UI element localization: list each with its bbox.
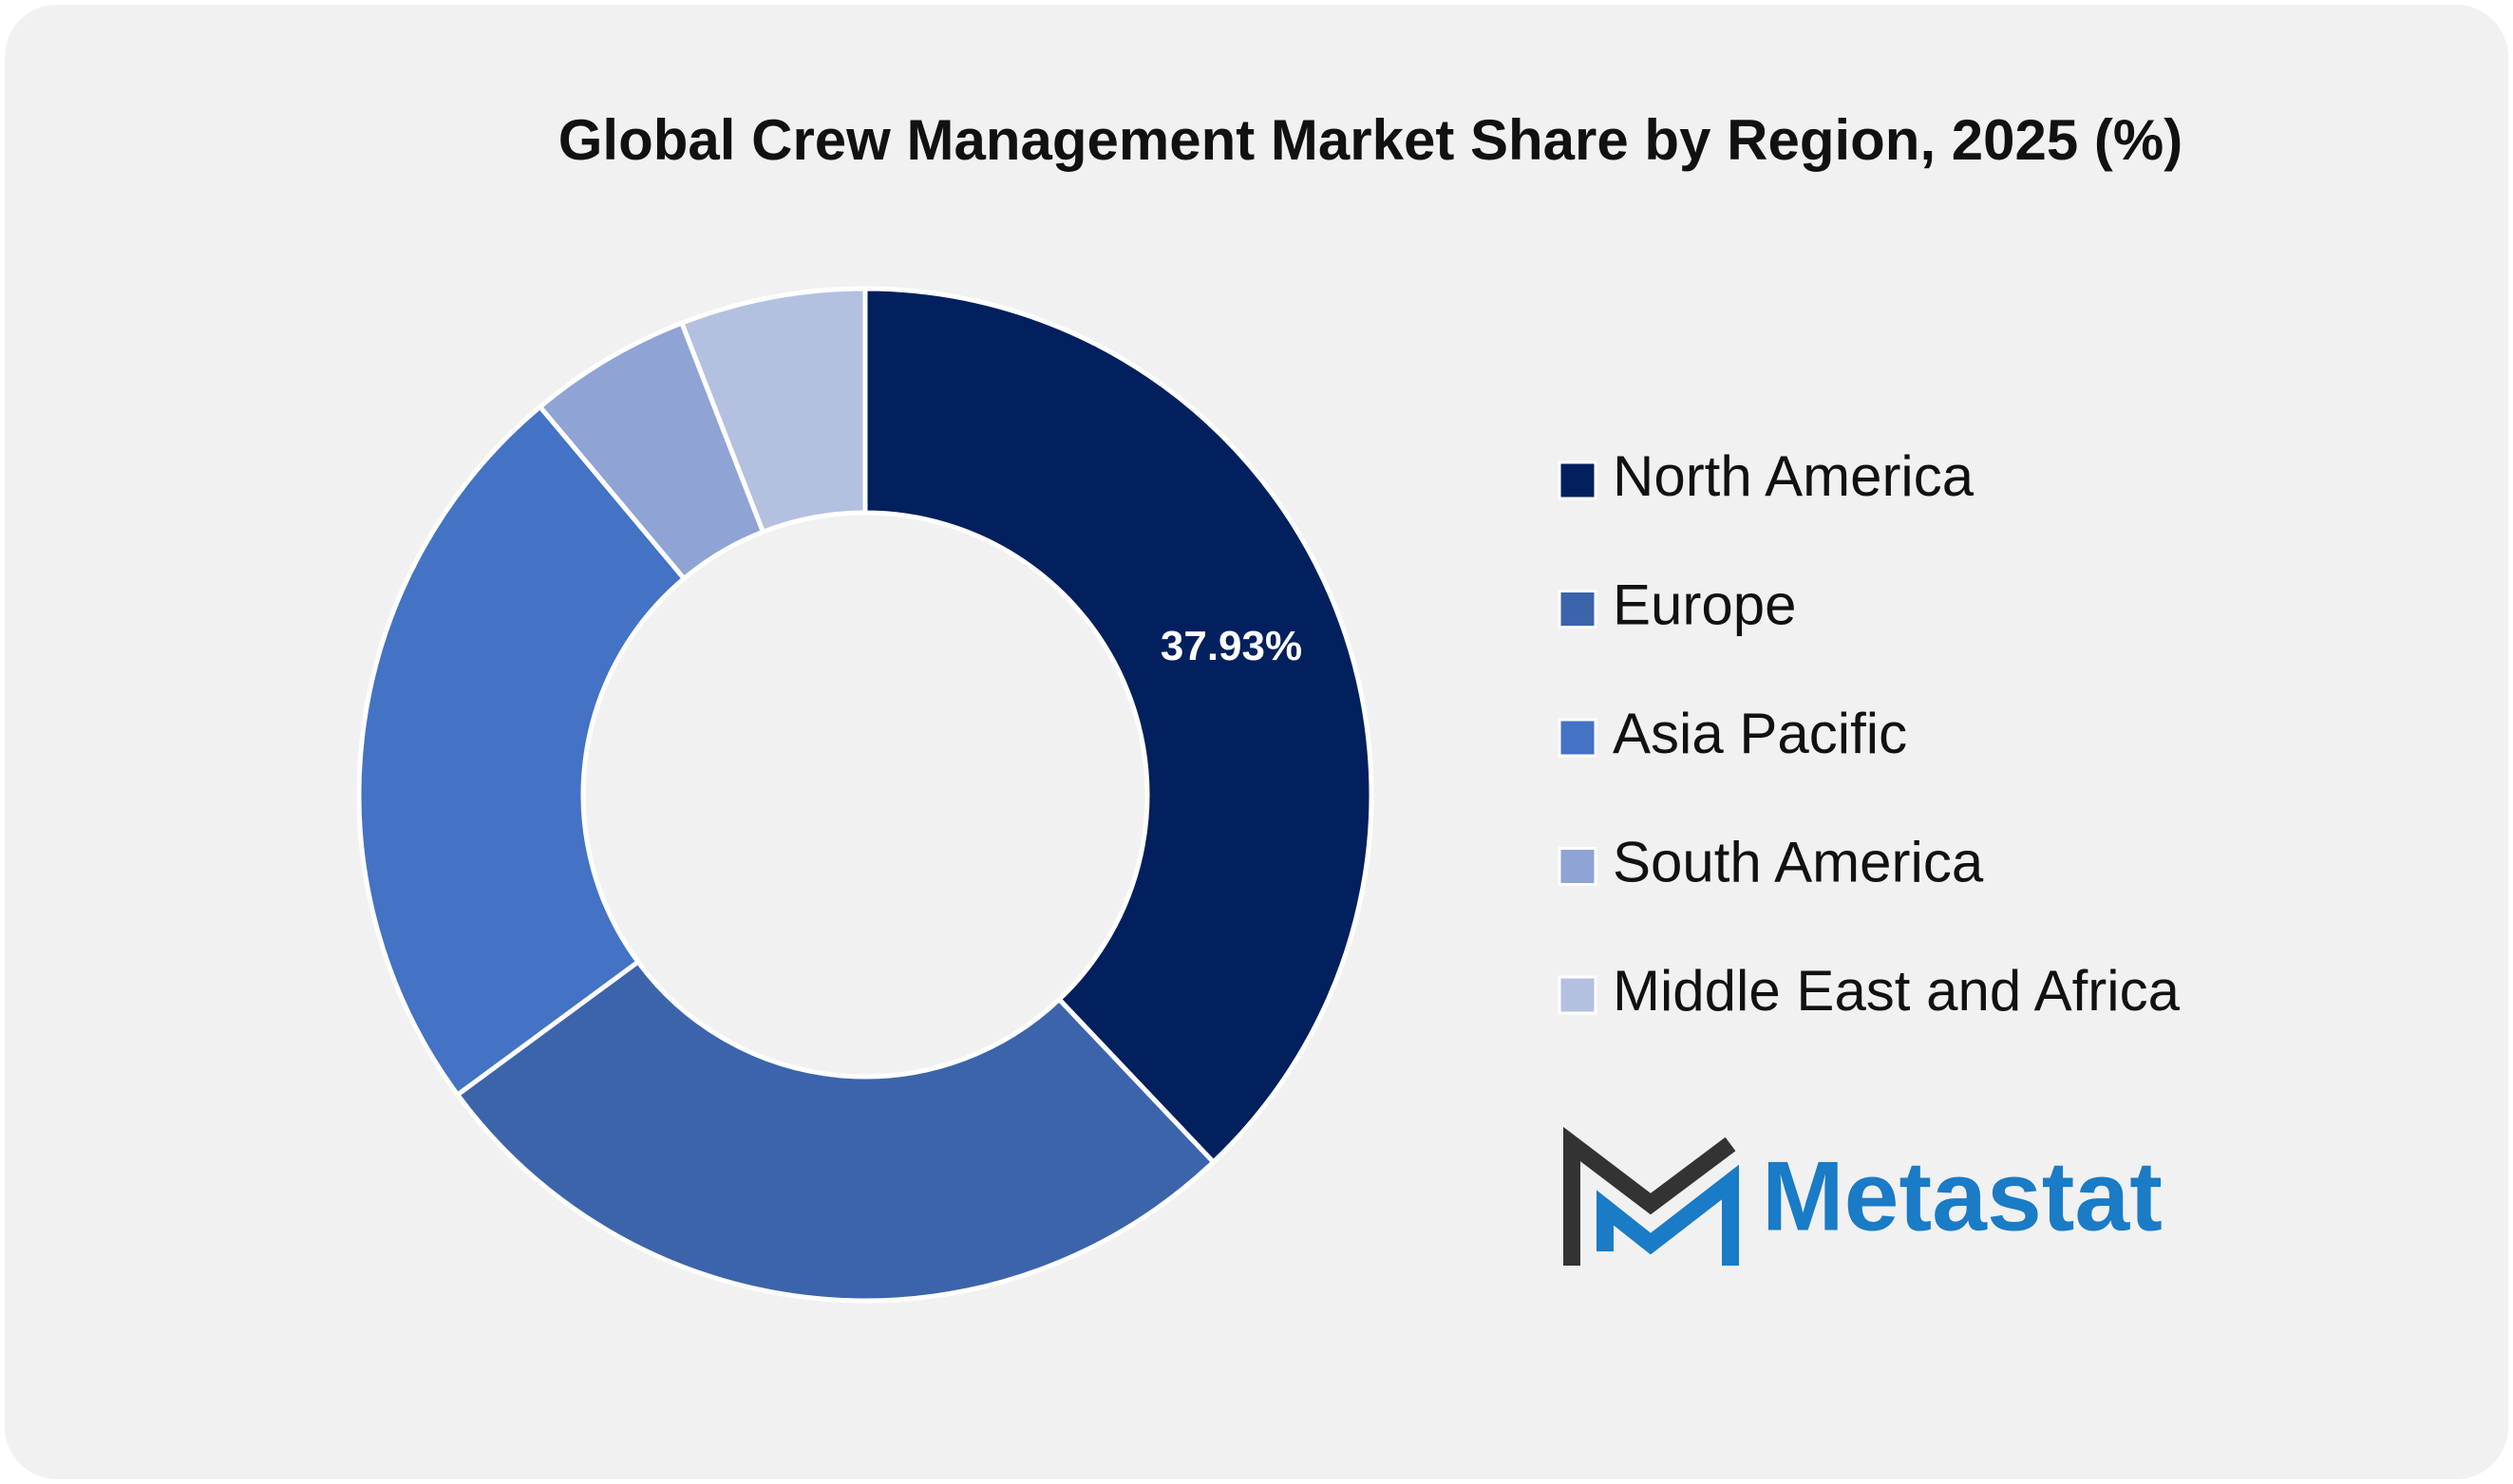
slice bbox=[454, 958, 1218, 1304]
plot: 37.93% bbox=[356, 286, 1374, 1304]
logo-mark bbox=[1563, 1126, 1736, 1266]
legend-swatch bbox=[1558, 847, 1597, 886]
logo: Metastat bbox=[1563, 1126, 2163, 1266]
legend: North America Europe Asia Pacific South Ame… bbox=[1558, 444, 2181, 1023]
legend-swatch bbox=[1558, 975, 1597, 1015]
legend-label: North America bbox=[1613, 444, 1974, 508]
logo-mark bbox=[1597, 1164, 1739, 1266]
legend-label: Middle East and Africa bbox=[1613, 959, 2181, 1023]
slice bbox=[678, 286, 868, 535]
logo-text: Metastat bbox=[1762, 1141, 2163, 1251]
slice bbox=[356, 403, 688, 1099]
slice bbox=[862, 286, 1374, 1166]
legend-label: Asia Pacific bbox=[1613, 702, 1907, 765]
legend-swatch bbox=[1558, 460, 1597, 500]
legend-swatch bbox=[1558, 718, 1597, 758]
legend-swatch bbox=[1558, 590, 1597, 629]
chart-title: Global Crew Management Market Share by R… bbox=[558, 108, 2182, 172]
legend-label: Europe bbox=[1613, 573, 1796, 636]
legend-label: South America bbox=[1613, 830, 1984, 893]
data-label: 37.93% bbox=[1161, 623, 1302, 669]
